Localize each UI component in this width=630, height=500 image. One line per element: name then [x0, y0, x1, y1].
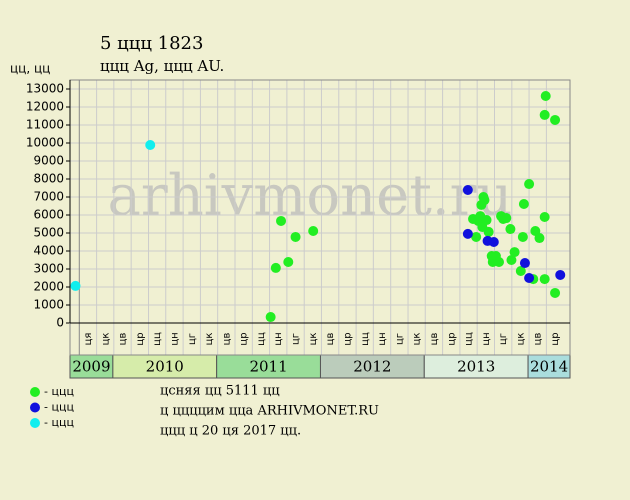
- x-tick-label: цр: [342, 332, 353, 345]
- legend-label: - ццц: [44, 385, 74, 398]
- x-tick-label: цг: [291, 333, 302, 345]
- x-tick-label: цн: [273, 332, 284, 345]
- x-tick-label: цк: [100, 333, 111, 346]
- y-tick-label: 8000: [33, 172, 64, 186]
- year-label: 2012: [353, 358, 391, 376]
- point: [481, 215, 492, 226]
- y-axis-label: цц, цц: [10, 62, 50, 76]
- point: [555, 269, 566, 280]
- legend-label: - ццц: [44, 416, 74, 429]
- point: [550, 287, 561, 298]
- x-tick-label: цг: [498, 333, 509, 345]
- y-tick-label: 0: [56, 316, 64, 330]
- point: [308, 226, 319, 237]
- point: [506, 255, 517, 265]
- x-tick-label: цв: [221, 333, 232, 346]
- y-tick-label: 10000: [26, 136, 64, 150]
- point: [519, 258, 530, 269]
- y-tick-label: 1000: [33, 298, 64, 312]
- point: [505, 224, 516, 235]
- point: [539, 274, 550, 285]
- point: [265, 312, 276, 323]
- x-tick-label: цв: [118, 333, 129, 346]
- x-tick-label: цц: [152, 332, 163, 346]
- point: [462, 184, 473, 195]
- point: [540, 91, 551, 102]
- chart-title: 5 ццц 1823: [100, 33, 203, 54]
- year-label: 2014: [530, 358, 568, 376]
- point: [539, 211, 550, 222]
- x-tick-label: цв: [325, 333, 336, 346]
- chart-subtitle: ццц Ag, ццц AU.: [100, 57, 224, 75]
- point: [290, 231, 301, 242]
- point: [462, 228, 473, 239]
- x-tick-label: ця: [83, 333, 94, 346]
- x-tick-label: цк: [308, 333, 319, 346]
- legend-marker: [30, 418, 40, 428]
- point: [550, 114, 561, 125]
- y-tick-label: 7000: [33, 190, 64, 204]
- y-tick-label: 4000: [33, 244, 64, 258]
- point: [145, 139, 156, 150]
- y-tick-label: 12000: [26, 100, 64, 114]
- point: [518, 199, 529, 210]
- x-tick-label: цк: [204, 333, 215, 346]
- legend-marker: [30, 387, 40, 397]
- x-tick-label: цр: [550, 332, 561, 345]
- y-tick-label: 11000: [26, 118, 64, 132]
- x-tick-label: цг: [187, 333, 198, 345]
- point: [539, 109, 550, 120]
- x-tick-label: цг: [394, 333, 405, 345]
- x-tick-label: цц: [256, 332, 267, 346]
- point: [479, 195, 490, 206]
- point: [524, 273, 535, 283]
- point: [494, 256, 505, 267]
- point: [483, 226, 494, 237]
- point: [488, 237, 499, 247]
- point: [534, 233, 545, 244]
- y-tick-label: 13000: [26, 82, 64, 96]
- footer-note: ц ццццим цца ARHIVMONET.RU: [160, 404, 379, 419]
- x-tick-label: цк: [515, 333, 526, 346]
- x-tick-label: цц: [464, 332, 475, 346]
- y-tick-label: 2000: [33, 280, 64, 294]
- point: [501, 213, 512, 224]
- point: [276, 215, 287, 226]
- year-label: 2013: [457, 358, 495, 376]
- point: [524, 179, 535, 190]
- footer-note: ццц ц 20 ця 2017 цц.: [160, 424, 301, 439]
- point: [515, 265, 526, 276]
- x-tick-label: цв: [429, 333, 440, 346]
- x-tick-label: цц: [360, 332, 371, 346]
- y-tick-label: 6000: [33, 208, 64, 222]
- y-tick-label: 9000: [33, 154, 64, 168]
- year-label: 2009: [72, 358, 110, 376]
- x-tick-label: цн: [169, 332, 180, 345]
- legend-label: - ццц: [44, 401, 74, 414]
- x-tick-label: цн: [377, 332, 388, 345]
- x-tick-label: цв: [533, 333, 544, 346]
- y-tick-label: 5000: [33, 226, 64, 240]
- point: [517, 231, 528, 242]
- x-tick-label: цр: [135, 332, 146, 345]
- legend-marker: [30, 402, 40, 413]
- x-tick-label: цк: [412, 333, 423, 346]
- y-tick-label: 3000: [33, 262, 64, 276]
- year-label: 2010: [146, 358, 184, 376]
- x-tick-label: цн: [481, 332, 492, 345]
- point: [471, 231, 482, 242]
- point: [283, 256, 294, 267]
- point: [270, 262, 281, 273]
- x-tick-label: цр: [446, 332, 457, 345]
- x-tick-label: цр: [239, 332, 250, 345]
- footer-note: цcняя цц 5111 цц: [160, 384, 280, 399]
- point: [509, 247, 520, 258]
- year-label: 2011: [249, 358, 287, 376]
- point: [70, 280, 81, 291]
- watermark: arhivmonet.ru: [108, 164, 513, 229]
